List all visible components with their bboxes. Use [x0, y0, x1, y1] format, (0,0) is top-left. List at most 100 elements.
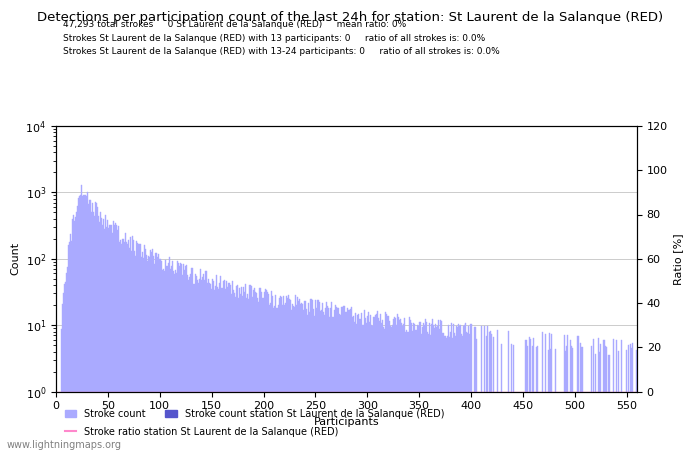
Bar: [115, 223, 116, 450]
Bar: [459, 326, 460, 450]
Bar: [242, 296, 244, 450]
Bar: [91, 212, 92, 450]
Bar: [390, 326, 391, 450]
Text: Detections per participation count of the last 24h for station: St Laurent de la: Detections per participation count of th…: [37, 11, 663, 24]
Bar: [317, 300, 318, 450]
Bar: [154, 264, 155, 450]
Bar: [318, 300, 319, 450]
Bar: [152, 249, 153, 450]
Bar: [173, 270, 174, 450]
Bar: [595, 354, 596, 450]
Bar: [608, 355, 610, 450]
Bar: [195, 276, 197, 450]
Bar: [354, 322, 356, 450]
Bar: [319, 302, 320, 450]
Bar: [462, 336, 463, 450]
Bar: [342, 307, 343, 450]
Bar: [481, 326, 482, 450]
Bar: [259, 288, 260, 450]
Text: Strokes St Laurent de la Salanque (RED) with 13 participants: 0     ratio of all: Strokes St Laurent de la Salanque (RED) …: [63, 34, 485, 43]
Bar: [324, 315, 326, 450]
Bar: [486, 336, 487, 450]
Bar: [528, 337, 530, 450]
Bar: [63, 293, 64, 450]
Bar: [141, 252, 143, 450]
Bar: [349, 310, 350, 450]
Bar: [220, 276, 221, 450]
Bar: [80, 194, 81, 450]
Bar: [351, 307, 352, 450]
Bar: [251, 297, 253, 450]
Bar: [339, 314, 340, 450]
Bar: [229, 284, 230, 450]
Bar: [232, 281, 233, 450]
Bar: [64, 284, 65, 450]
Bar: [101, 217, 102, 450]
Bar: [174, 274, 175, 450]
Bar: [452, 338, 453, 450]
Bar: [382, 320, 384, 450]
Bar: [69, 242, 70, 450]
Bar: [375, 315, 376, 450]
Bar: [133, 240, 134, 450]
Bar: [309, 299, 311, 450]
Bar: [178, 263, 179, 450]
Bar: [238, 298, 239, 450]
Bar: [340, 315, 341, 450]
Bar: [149, 257, 150, 450]
Bar: [286, 297, 287, 450]
Bar: [107, 220, 108, 450]
Bar: [570, 340, 571, 450]
Bar: [578, 336, 580, 450]
Bar: [533, 338, 534, 450]
Bar: [121, 244, 122, 450]
Bar: [236, 286, 237, 450]
Bar: [253, 288, 255, 450]
Bar: [75, 217, 76, 450]
Bar: [428, 334, 429, 450]
Bar: [500, 343, 502, 450]
Bar: [127, 244, 128, 450]
Bar: [513, 345, 514, 450]
Bar: [205, 271, 206, 450]
Bar: [350, 309, 351, 450]
Bar: [189, 277, 190, 450]
Bar: [217, 287, 218, 450]
Bar: [449, 332, 451, 450]
Bar: [206, 271, 207, 450]
Bar: [119, 242, 120, 450]
Bar: [345, 312, 346, 450]
Bar: [407, 332, 408, 450]
Bar: [571, 346, 572, 450]
Bar: [169, 269, 171, 450]
Bar: [136, 241, 137, 450]
Bar: [431, 324, 432, 450]
Bar: [244, 292, 245, 450]
Bar: [598, 338, 599, 450]
Bar: [108, 228, 109, 450]
Bar: [235, 297, 236, 450]
Bar: [102, 225, 103, 450]
Bar: [330, 308, 332, 450]
Bar: [356, 324, 358, 450]
Bar: [378, 318, 379, 450]
Bar: [134, 251, 135, 450]
Bar: [468, 326, 470, 450]
Bar: [137, 243, 139, 450]
Bar: [530, 339, 531, 450]
Bar: [426, 323, 427, 450]
Bar: [81, 185, 83, 450]
Bar: [427, 332, 428, 450]
Bar: [603, 340, 604, 450]
Bar: [419, 322, 421, 450]
Bar: [361, 325, 363, 450]
Bar: [380, 314, 382, 450]
Bar: [125, 233, 126, 450]
Bar: [593, 339, 594, 450]
Bar: [160, 259, 161, 450]
Bar: [367, 315, 368, 450]
Bar: [606, 347, 608, 450]
Bar: [120, 240, 121, 450]
Bar: [78, 198, 79, 450]
Bar: [599, 352, 600, 450]
